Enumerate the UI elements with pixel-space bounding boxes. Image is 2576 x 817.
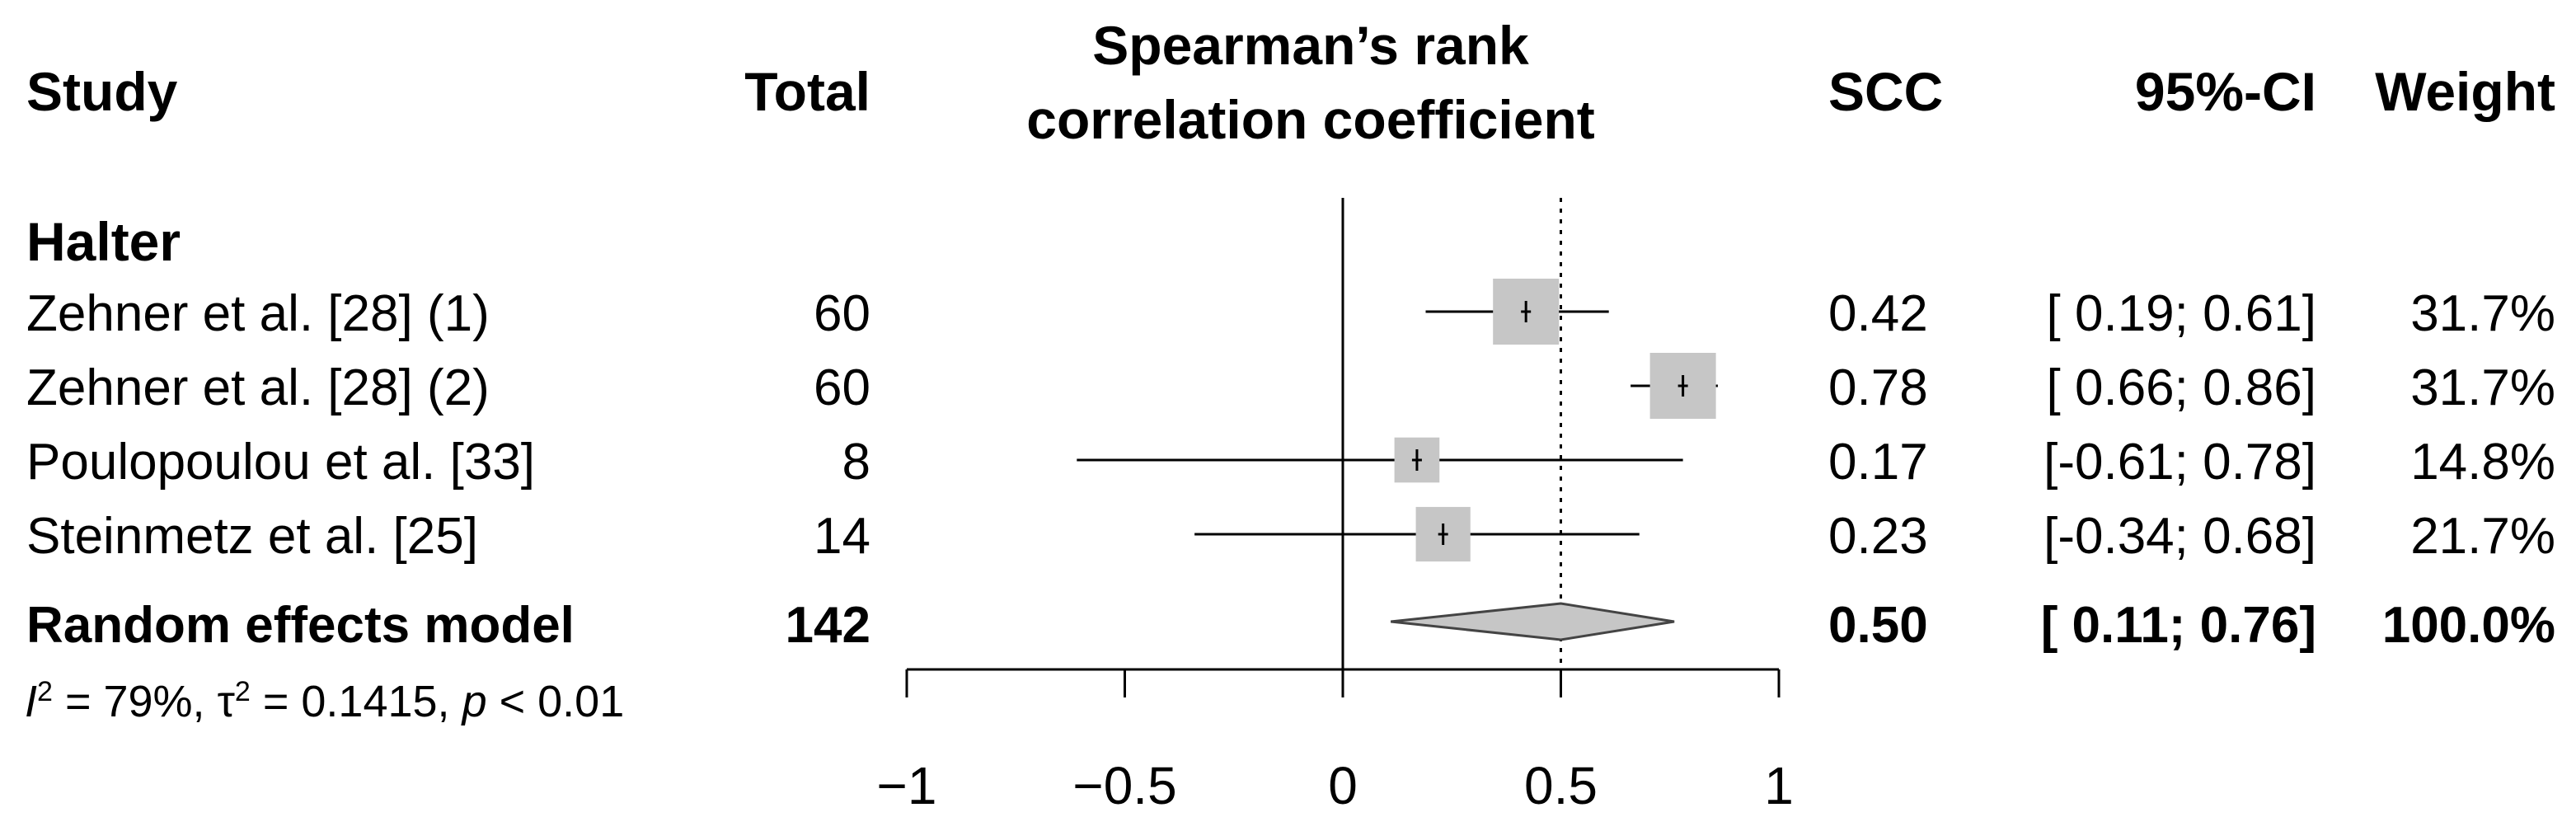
tau-value: = 0.1415,: [250, 677, 462, 726]
chart-title-line-2: correlation coefficient: [1026, 89, 1595, 150]
study-scc: 0.23: [1828, 508, 1928, 565]
pooled-ci: [ 0.11; 0.76]: [2040, 597, 2316, 654]
heterogeneity-stats: I2 = 79%, τ2 = 0.1415, p < 0.01: [25, 678, 624, 724]
study-scc: 0.78: [1828, 359, 1928, 416]
study-total: 60: [814, 359, 870, 416]
study-scc: 0.17: [1828, 434, 1928, 491]
pooled-scc: 0.50: [1828, 597, 1928, 654]
chart-title-line-1: Spearman’s rank: [1092, 15, 1529, 76]
study-scc: 0.42: [1828, 285, 1928, 342]
study-total: 60: [814, 285, 870, 342]
i2-value: = 79%,: [52, 677, 218, 726]
header-total: Total: [744, 61, 870, 122]
study-weight: 21.7%: [2410, 508, 2555, 565]
study-weight: 31.7%: [2410, 285, 2555, 342]
x-axis-tick-label: 0.5: [1524, 756, 1598, 815]
study-name: Zehner et al. [28] (2): [26, 359, 490, 416]
i2-superscript: 2: [37, 676, 53, 707]
tau-symbol: τ: [217, 677, 235, 726]
pooled-diamond: [1391, 602, 1675, 641]
study-ci: [ 0.19; 0.61]: [2046, 285, 2316, 342]
subgroup-label: Halter: [26, 211, 181, 272]
pooled-name: Random effects model: [26, 597, 575, 654]
study-weight: 31.7%: [2410, 359, 2555, 416]
study-name: Poulopoulou et al. [33]: [26, 434, 536, 491]
header-weight: Weight: [2375, 61, 2555, 122]
study-ci: [-0.61; 0.78]: [2043, 434, 2316, 491]
study-weight: 14.8%: [2410, 434, 2555, 491]
study-ci: [-0.34; 0.68]: [2043, 508, 2316, 565]
study-total: 8: [842, 434, 870, 491]
study-ci: [ 0.66; 0.86]: [2046, 359, 2316, 416]
tau-superscript: 2: [234, 676, 251, 707]
p-value: < 0.01: [486, 677, 625, 726]
x-axis-tick-label: 1: [1764, 756, 1794, 815]
header-ci: 95%-CI: [2134, 61, 2316, 122]
x-axis-tick-label: −1: [877, 756, 937, 815]
study-name: Zehner et al. [28] (1): [26, 285, 490, 342]
x-axis-tick-label: −0.5: [1072, 756, 1176, 815]
study-name: Steinmetz et al. [25]: [26, 508, 478, 565]
x-axis-tick-label: 0: [1328, 756, 1358, 815]
p-symbol: p: [462, 677, 487, 726]
header-scc: SCC: [1828, 61, 1944, 122]
i2-symbol: I: [25, 677, 38, 726]
header-study: Study: [26, 61, 178, 122]
pooled-weight: 100.0%: [2381, 597, 2555, 654]
study-total: 14: [814, 508, 870, 565]
pooled-total: 142: [785, 597, 870, 654]
